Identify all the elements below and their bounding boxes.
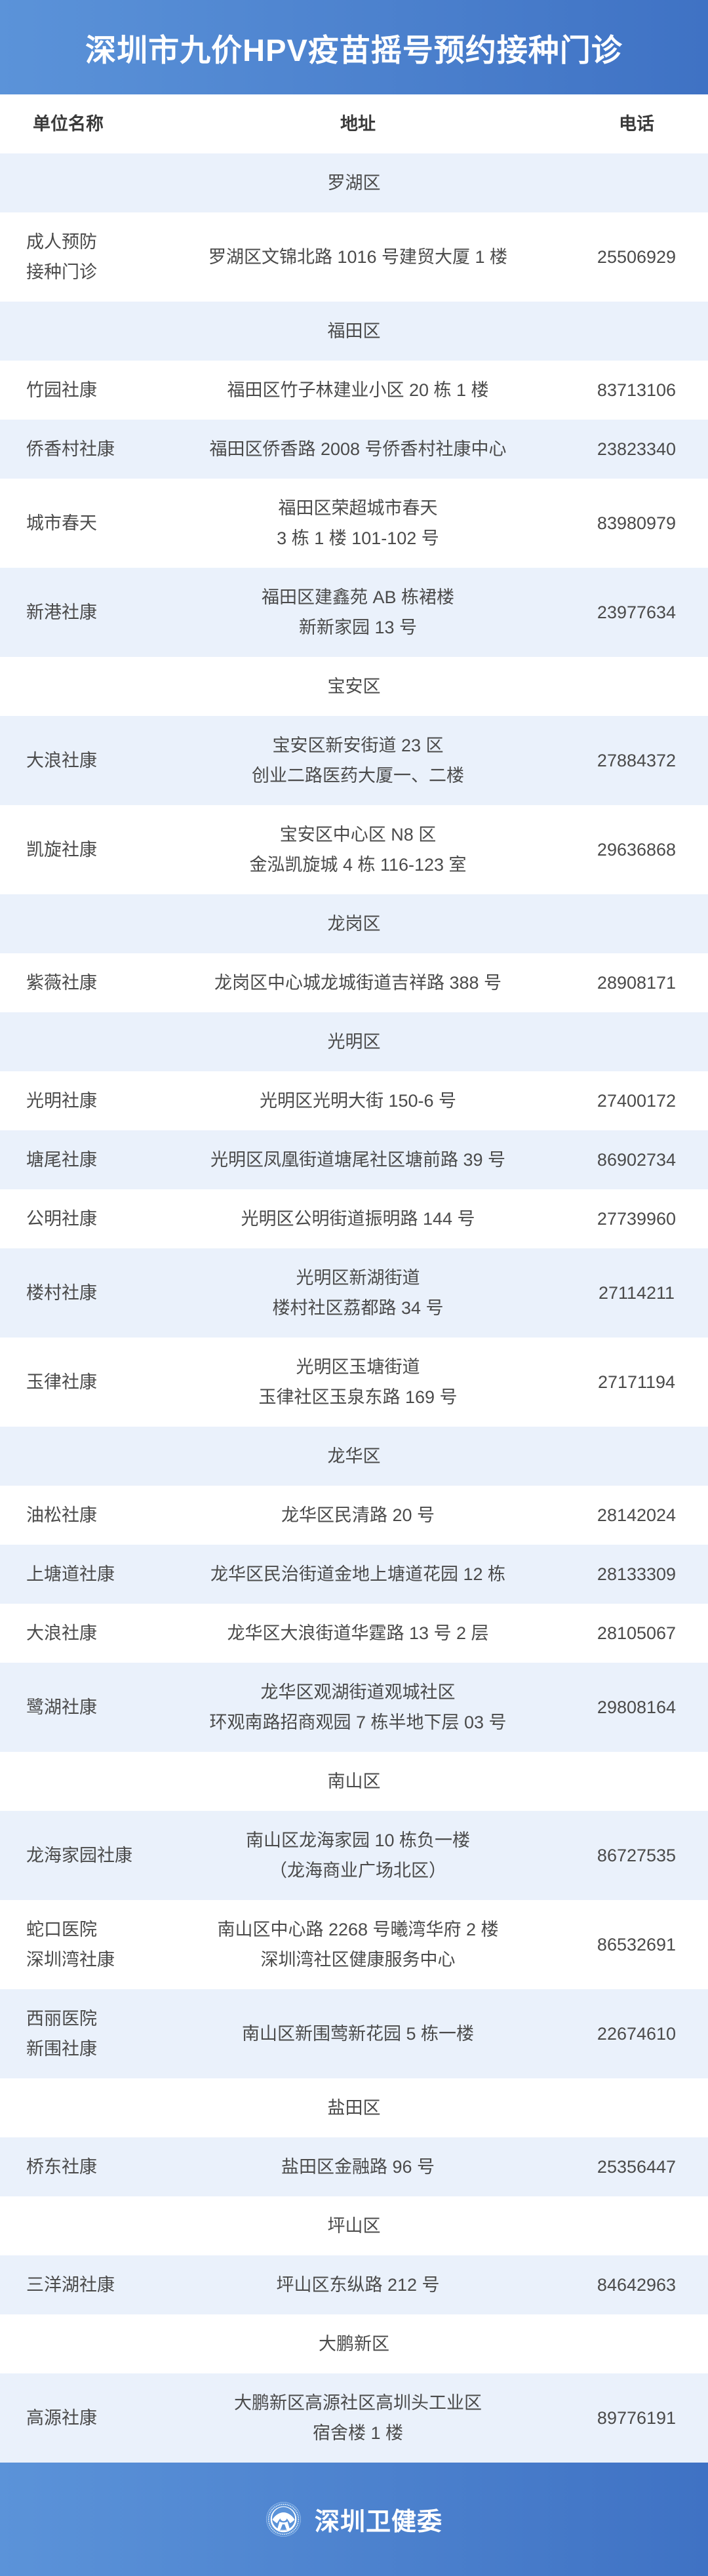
svg-text:SZHC: SZHC [280, 2529, 288, 2531]
